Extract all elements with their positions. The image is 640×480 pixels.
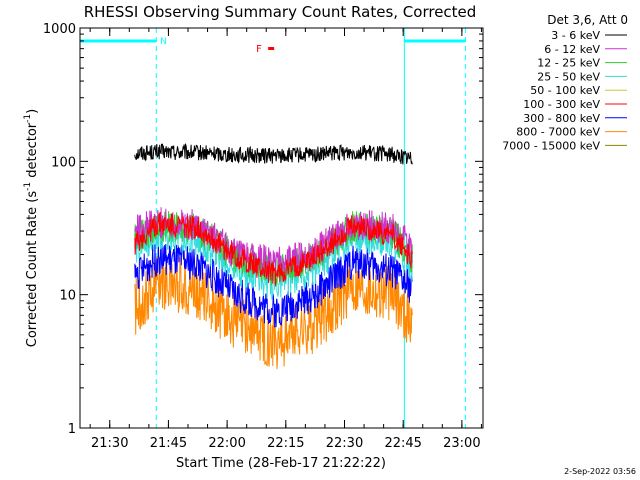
series-line bbox=[134, 240, 413, 328]
y-axis-label-sup2: -1 bbox=[23, 114, 33, 123]
series-line bbox=[134, 211, 413, 287]
y-axis-ticks: 1 10 100 1000 bbox=[43, 22, 483, 437]
legend-label: 300 - 800 keV bbox=[523, 112, 600, 125]
series-line bbox=[134, 207, 413, 280]
legend-label: 100 - 300 keV bbox=[523, 98, 600, 111]
legend-label: 25 - 50 keV bbox=[537, 70, 600, 83]
night-label: N bbox=[160, 37, 167, 47]
flare-label: F bbox=[256, 44, 262, 55]
x-tick-label: 21:30 bbox=[91, 436, 128, 451]
series-line bbox=[134, 255, 413, 370]
x-tick-label: 22:15 bbox=[267, 436, 304, 451]
y-axis-label-mid: detector bbox=[25, 122, 40, 182]
footer-timestamp: 2-Sep-2022 03:56 bbox=[564, 467, 636, 476]
x-axis-ticks: 21:30 21:45 22:00 22:15 22:30 22:45 23:00 bbox=[89, 28, 482, 451]
legend-label: 3 - 6 keV bbox=[551, 29, 600, 42]
y-tick-label: 100 bbox=[51, 155, 76, 170]
legend-label: 800 - 7000 keV bbox=[516, 126, 600, 139]
y-axis-label-end: ) bbox=[25, 109, 40, 114]
y-axis-label: Corrected Count Rate (s-1 detector-1) bbox=[23, 109, 40, 347]
y-axis-label-sup1: -1 bbox=[23, 182, 33, 191]
series-line bbox=[134, 142, 413, 165]
y-axis-label-main: Corrected Count Rate (s bbox=[25, 191, 40, 348]
series-group bbox=[134, 142, 413, 370]
plot-frame bbox=[79, 27, 484, 429]
y-tick-label: 1 bbox=[68, 422, 76, 437]
legend-label: 6 - 12 keV bbox=[544, 43, 600, 56]
x-tick-label: 22:45 bbox=[384, 436, 421, 451]
x-tick-label: 21:45 bbox=[150, 436, 187, 451]
y-tick-label: 10 bbox=[59, 289, 76, 304]
legend-header: Det 3,6, Att 0 bbox=[547, 13, 628, 27]
x-tick-label: 23:00 bbox=[443, 436, 480, 451]
y-tick-label: 1000 bbox=[43, 22, 76, 37]
x-tick-label: 22:00 bbox=[208, 436, 245, 451]
flare-marker bbox=[268, 47, 275, 50]
chart-title: RHESSI Observing Summary Count Rates, Co… bbox=[84, 3, 477, 21]
x-axis-label: Start Time (28-Feb-17 21:22:22) bbox=[176, 456, 386, 471]
x-tick-label: 22:30 bbox=[326, 436, 363, 451]
legend-label: 7000 - 15000 keV bbox=[502, 139, 600, 152]
legend-label: 12 - 25 keV bbox=[537, 57, 600, 70]
legend-label: 50 - 100 keV bbox=[530, 84, 600, 97]
